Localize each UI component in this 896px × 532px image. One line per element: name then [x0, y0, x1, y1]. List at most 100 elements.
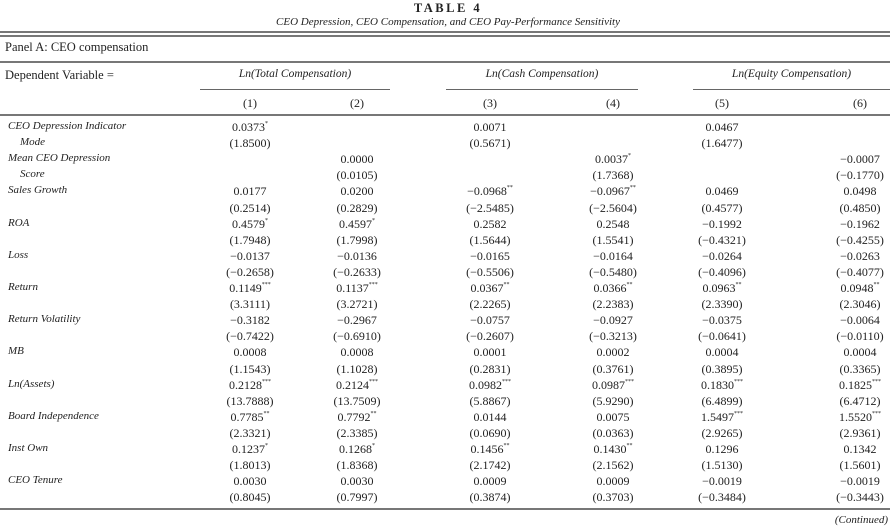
- t-statistic-cell: (−2.5485): [466, 200, 514, 215]
- t-statistic-cell: (2.3385): [336, 425, 378, 440]
- t-statistic-cell: (2.9361): [839, 425, 881, 440]
- coefficient-cell: 0.0030: [205, 474, 295, 489]
- t-statistic-cell: (1.8013): [229, 458, 271, 473]
- t-statistic-cell: (2.3321): [229, 425, 271, 440]
- coefficient-cell: 0.0963**: [677, 281, 767, 296]
- t-statistic-cell: (2.9265): [701, 425, 743, 440]
- significance-stars: **: [503, 282, 510, 288]
- column-number-6: (6): [853, 96, 867, 110]
- coefficient-cell: 0.0498: [815, 184, 896, 199]
- t-statistic-cell: (0.3895): [701, 361, 743, 376]
- significance-stars: *: [628, 153, 631, 160]
- significance-stars: *: [265, 443, 268, 449]
- coefficient-cell: 0.1456**: [445, 442, 535, 457]
- row-label: Board Independence: [8, 409, 99, 422]
- coefficient-value: 0.0373: [232, 120, 265, 134]
- group-header-total-compensation: Ln(Total Compensation): [238, 68, 352, 80]
- coefficient-value: 0.0144: [473, 409, 507, 424]
- significance-stars: ***: [625, 378, 634, 385]
- coefficient-cell: −0.0967**: [568, 184, 658, 199]
- coefficient-cell: 0.0008: [205, 345, 295, 360]
- coefficient-value: 1.5520: [839, 409, 872, 424]
- coefficient-value: −0.0064: [840, 313, 880, 328]
- coefficient-cell: 0.0469: [677, 184, 767, 199]
- t-statistic-cell: (1.6477): [701, 136, 743, 151]
- row-label: Inst Own: [8, 442, 49, 454]
- t-statistic-cell: (2.2383): [592, 297, 634, 312]
- significance-stars: **: [626, 282, 633, 288]
- coefficient-value: 0.2124: [336, 377, 369, 392]
- coefficient-cell: 1.5520***: [815, 410, 896, 425]
- coefficient-value: 0.0177: [233, 184, 267, 199]
- header-rule: [0, 114, 890, 116]
- significance-stars: **: [626, 443, 633, 449]
- significance-stars: **: [503, 443, 510, 449]
- coefficient-cell: 1.5497***: [677, 410, 767, 425]
- coefficient-cell: 0.1149***: [205, 281, 295, 296]
- coefficient-cell: 0.0004: [815, 345, 896, 360]
- coefficient-cell: 0.1342: [815, 442, 896, 457]
- panel-title: Panel A: CEO compensation: [5, 40, 149, 54]
- row-label: Return Volatility: [8, 313, 81, 326]
- column-number-5: (5): [715, 96, 729, 110]
- coefficient-cell: 0.0009: [568, 474, 658, 489]
- significance-stars: ***: [262, 378, 271, 385]
- t-statistic-cell: (−0.2607): [466, 329, 514, 344]
- t-statistic-cell: (−0.7422): [226, 329, 274, 344]
- group-header-cash-compensation: Ln(Cash Compensation): [485, 68, 599, 80]
- coefficient-cell: −0.0165: [445, 249, 535, 264]
- coefficient-cell: −0.0263: [815, 249, 896, 264]
- significance-stars: **: [506, 185, 513, 192]
- t-statistic-cell: (1.8368): [336, 458, 378, 473]
- row-label: MB: [8, 345, 24, 358]
- coefficient-cell: 0.2124***: [312, 378, 402, 393]
- coefficient-value: 0.0037: [595, 152, 628, 167]
- coefficient-value: 0.0071: [473, 120, 507, 134]
- t-statistic-cell: (1.1543): [229, 361, 271, 376]
- coefficient-value: 0.1430: [593, 442, 627, 456]
- group-underline: [200, 89, 390, 90]
- coefficient-cell: −0.0019: [677, 474, 767, 489]
- group-underline: [446, 89, 638, 90]
- row-label: CEO Tenure: [8, 474, 63, 487]
- coefficient-value: 0.0004: [843, 345, 877, 360]
- t-statistic-cell: (5.8867): [469, 393, 511, 408]
- coefficient-value: 0.4597: [339, 216, 372, 231]
- coefficient-cell: −0.1962: [815, 217, 896, 232]
- row-label: Sales Growth: [8, 184, 68, 197]
- t-statistic-cell: (0.3703): [592, 490, 634, 505]
- coefficient-cell: 0.0177: [205, 184, 295, 199]
- significance-stars: ***: [368, 282, 378, 288]
- t-statistic-cell: (3.2721): [336, 297, 378, 312]
- group-underline: [693, 89, 890, 90]
- significance-stars: ***: [734, 410, 743, 417]
- coefficient-cell: −0.0064: [815, 313, 896, 328]
- coefficient-cell: 0.1137***: [312, 281, 402, 296]
- t-statistic-cell: (13.7888): [226, 393, 274, 408]
- t-statistic-cell: (−0.0641): [698, 329, 746, 344]
- t-statistic-cell: (2.3390): [701, 297, 743, 312]
- coefficient-value: 0.0467: [705, 120, 739, 134]
- coefficient-cell: 0.1825***: [815, 378, 896, 393]
- significance-stars: **: [873, 282, 880, 288]
- coefficient-cell: 0.4579*: [205, 217, 295, 232]
- row-label: CEO Depression Indicator: [8, 120, 127, 132]
- coefficient-cell: −0.0007: [815, 152, 896, 167]
- t-statistic-cell: (−0.4096): [698, 264, 746, 279]
- coefficient-cell: 0.2128***: [205, 378, 295, 393]
- dependent-variable-label: Dependent Variable =: [5, 68, 114, 82]
- row-label-continuation: Score: [20, 168, 45, 181]
- coefficient-cell: 0.0367**: [445, 281, 535, 296]
- t-statistic-cell: (0.0105): [336, 168, 378, 183]
- coefficient-value: −0.0927: [593, 313, 633, 328]
- coefficient-cell: −0.1992: [677, 217, 767, 232]
- t-statistic-cell: (0.7997): [336, 490, 378, 505]
- coefficient-value: 0.0366: [593, 281, 627, 295]
- coefficient-value: 0.1456: [470, 442, 504, 456]
- t-statistic-cell: (−0.2633): [333, 264, 381, 279]
- t-statistic-cell: (−0.3484): [698, 490, 746, 505]
- t-statistic-cell: (1.7998): [336, 232, 378, 247]
- coefficient-cell: −0.0264: [677, 249, 767, 264]
- coefficient-value: −0.0136: [337, 248, 377, 263]
- coefficient-cell: 0.0987***: [568, 378, 658, 393]
